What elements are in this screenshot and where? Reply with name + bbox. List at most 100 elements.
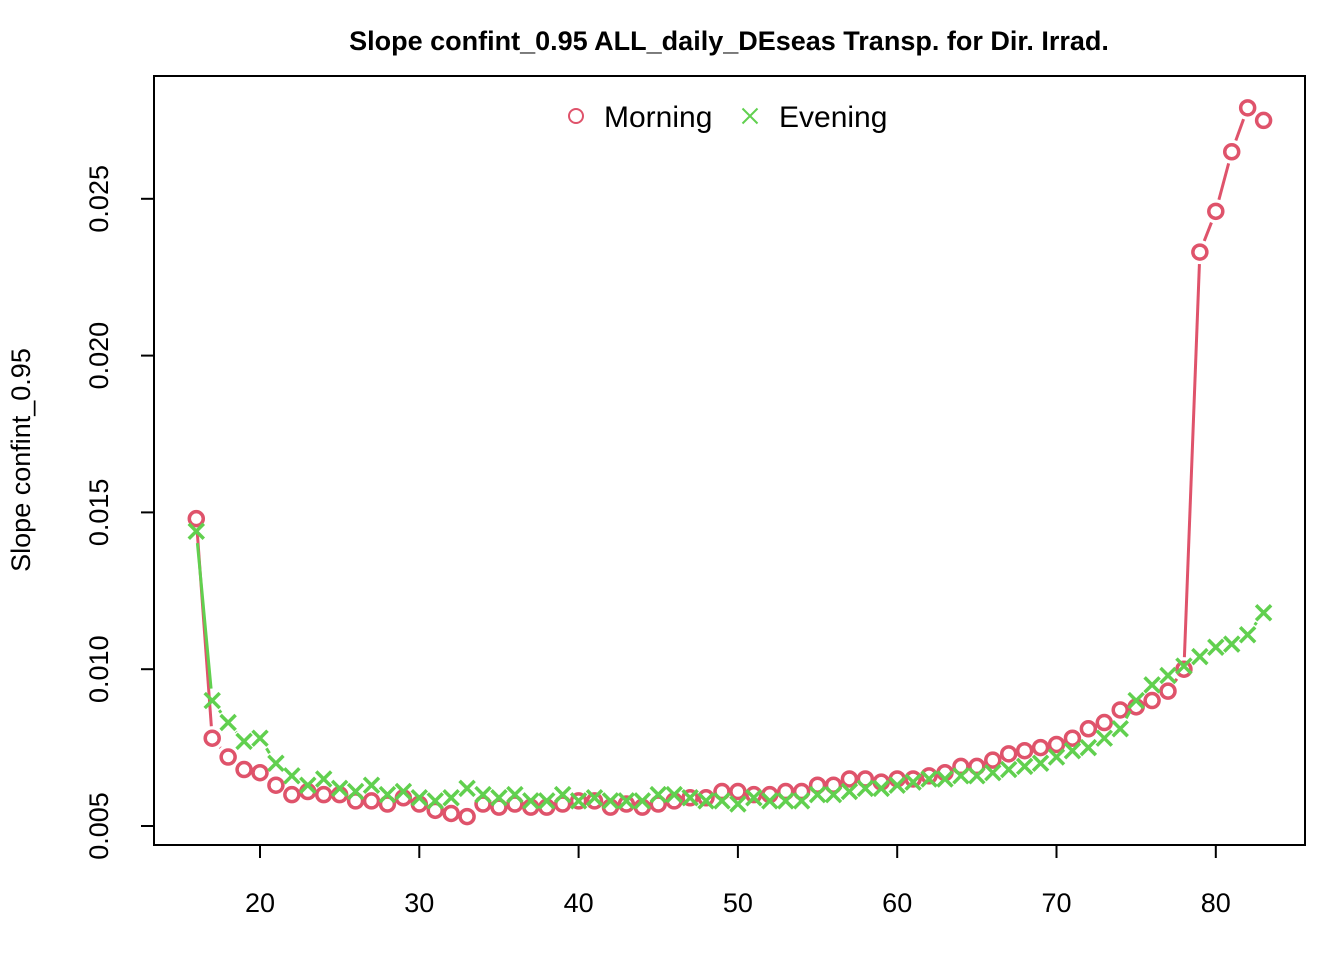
data-point — [1191, 243, 1209, 261]
x-tick-label: 50 — [723, 888, 753, 918]
data-point — [729, 795, 747, 813]
series-segment — [1124, 710, 1132, 720]
plot-frame — [153, 75, 1306, 846]
data-point — [219, 713, 237, 732]
data-point — [888, 776, 906, 794]
data-point — [999, 760, 1018, 779]
data-point — [522, 792, 540, 810]
data-point — [569, 792, 588, 810]
data-point — [745, 785, 763, 804]
data-point — [458, 779, 476, 798]
data-point — [1159, 666, 1177, 685]
data-point — [267, 776, 285, 794]
data-point — [872, 779, 891, 798]
data-point — [1095, 729, 1114, 747]
data-point — [538, 792, 556, 810]
legend-marker-evening — [741, 107, 759, 125]
x-tick-label: 30 — [404, 888, 434, 918]
data-point — [1254, 111, 1273, 130]
data-point — [999, 745, 1018, 763]
data-point — [792, 792, 811, 810]
data-point — [1047, 735, 1066, 754]
data-point — [984, 751, 1002, 769]
data-point — [681, 789, 699, 807]
data-point — [936, 770, 954, 788]
series-segment — [218, 709, 223, 714]
data-point — [1015, 757, 1034, 776]
data-point — [314, 770, 333, 788]
data-point — [1111, 720, 1129, 738]
data-point — [984, 763, 1002, 782]
data-point — [1063, 729, 1082, 747]
x-tick-label: 80 — [1201, 888, 1231, 918]
data-point — [920, 767, 938, 785]
data-point — [203, 729, 221, 747]
data-point — [840, 782, 859, 801]
data-point — [713, 792, 731, 810]
data-point — [283, 767, 301, 785]
series-segment — [265, 747, 271, 754]
data-point — [458, 807, 476, 826]
data-point — [553, 785, 572, 804]
legend-marker-morning — [568, 108, 584, 124]
series-segment — [1182, 264, 1201, 658]
data-point — [362, 776, 381, 794]
data-point — [665, 785, 683, 804]
y-axis: 0.005 0.010 0.015 0.020 0.025 — [84, 165, 155, 860]
data-point — [761, 792, 779, 810]
data-point — [617, 795, 636, 813]
data-point — [824, 785, 843, 804]
data-point — [314, 785, 333, 804]
y-tick-label: 0.005 — [84, 792, 114, 860]
data-point — [745, 789, 763, 807]
data-point — [1143, 676, 1161, 694]
data-point — [697, 792, 715, 810]
data-point — [474, 785, 492, 804]
data-point — [1222, 143, 1241, 161]
data-point — [617, 792, 636, 810]
data-point — [330, 779, 349, 798]
data-point — [235, 760, 253, 779]
data-point — [235, 732, 253, 751]
data-point — [362, 792, 381, 810]
series-segment — [1234, 118, 1245, 141]
data-point — [219, 748, 237, 766]
data-point — [1063, 741, 1082, 760]
data-point — [1143, 691, 1161, 710]
data-point — [283, 785, 301, 804]
y-tick-label: 0.010 — [84, 635, 114, 703]
data-point — [1079, 720, 1098, 738]
data-point — [346, 782, 365, 801]
data-point — [1111, 701, 1129, 719]
y-tick-label: 0.015 — [84, 479, 114, 547]
data-point — [904, 773, 922, 791]
data-point — [1031, 754, 1050, 773]
data-point — [442, 804, 460, 823]
x-tick-label: 20 — [245, 888, 275, 918]
data-point — [187, 522, 206, 540]
data-point — [378, 785, 397, 804]
data-point — [1207, 638, 1225, 656]
data-point — [187, 509, 206, 528]
data-point — [203, 691, 221, 710]
y-tick-label: 0.020 — [84, 322, 114, 390]
data-point — [251, 763, 269, 782]
data-point — [506, 785, 524, 804]
legend-label-morning: Morning — [604, 101, 712, 134]
data-point — [952, 767, 970, 785]
data-point — [1047, 748, 1066, 766]
x-tick-label: 60 — [882, 888, 912, 918]
data-point — [1175, 660, 1193, 678]
series-evening — [187, 522, 1273, 813]
y-axis-label: Slope confint_0.95 — [6, 348, 36, 572]
data-point — [251, 729, 269, 747]
data-point — [585, 792, 604, 810]
data-point — [1238, 99, 1257, 117]
series-morning — [187, 99, 1273, 826]
legend: Morning Evening — [568, 101, 887, 134]
data-point — [267, 754, 285, 773]
series-layer — [187, 99, 1273, 826]
data-point — [601, 792, 620, 810]
data-point — [410, 789, 429, 807]
